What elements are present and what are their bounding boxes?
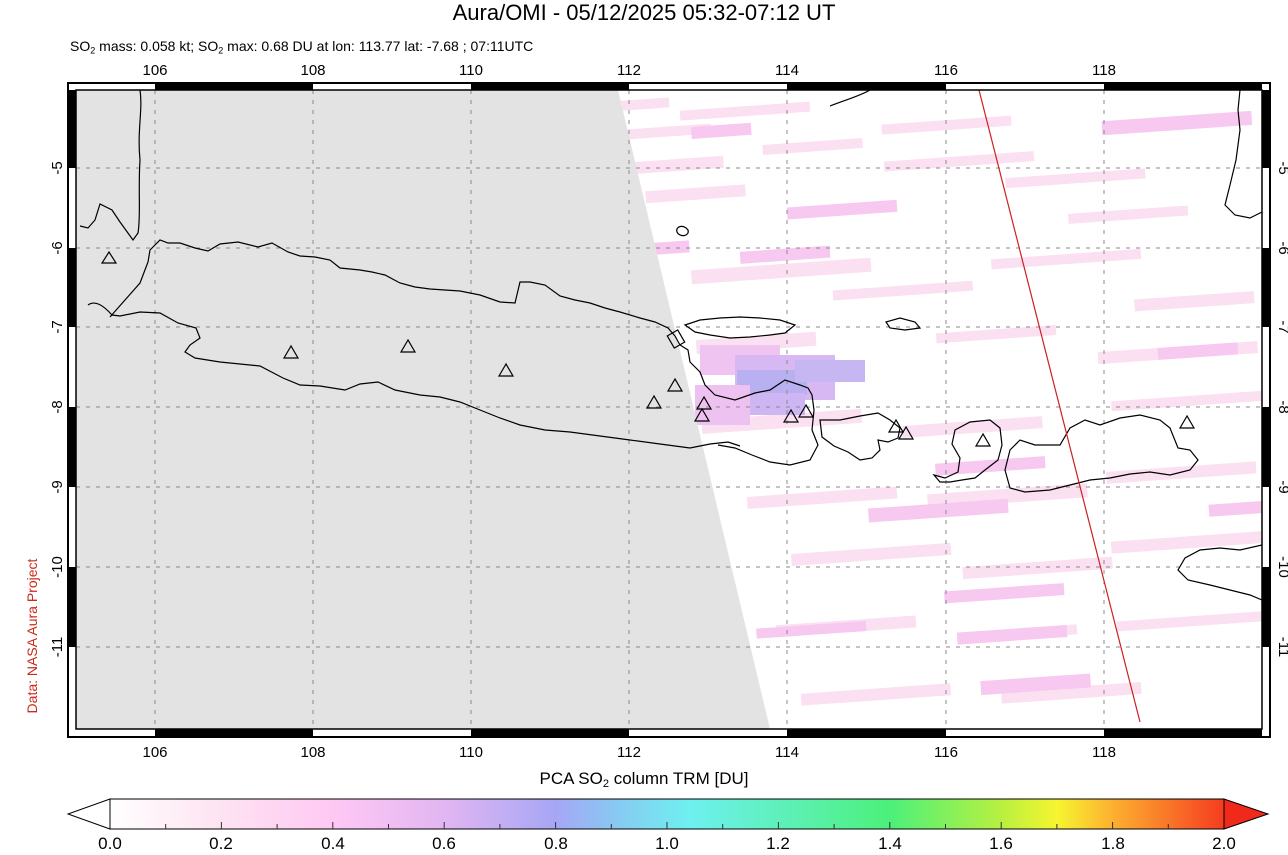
colorbar-label: 1.0 xyxy=(655,834,679,853)
colorbar-label: 0.6 xyxy=(432,834,456,853)
colorbar-label: 0.4 xyxy=(321,834,345,853)
lat-label-right: -5 xyxy=(1275,161,1288,175)
lon-label-top: 118 xyxy=(1092,62,1116,79)
lat-label-left: -8 xyxy=(49,400,66,414)
volcano-icon xyxy=(782,408,800,423)
volcano-icon xyxy=(974,432,992,447)
lon-label-top: 108 xyxy=(300,62,326,79)
lat-label-left: -6 xyxy=(49,241,66,255)
lat-label-left: -7 xyxy=(49,320,66,334)
colorbar-label: 2.0 xyxy=(1212,834,1236,853)
coast-surabaya-islet xyxy=(666,329,686,349)
lon-label-bottom: 108 xyxy=(300,744,326,761)
colorbar-min-arrow xyxy=(66,798,111,830)
lat-label-right: -11 xyxy=(1275,636,1288,658)
lon-label-top: 112 xyxy=(617,62,641,79)
coast-madura xyxy=(683,316,797,339)
coastlines xyxy=(79,90,1262,601)
lon-label-bottom: 116 xyxy=(934,744,958,761)
colorbar-gradient xyxy=(109,798,1225,830)
volcano-icon xyxy=(887,418,905,433)
lon-label-bottom: 106 xyxy=(142,744,168,761)
colorbar-label: 0.2 xyxy=(209,834,233,853)
volcano-markers xyxy=(100,250,1196,447)
volcano-icon xyxy=(100,250,118,264)
coast-kalimantan xyxy=(829,90,871,107)
lat-label-left: -11 xyxy=(49,636,66,658)
colorbar-max-arrow xyxy=(1223,798,1270,830)
lon-label-top: 114 xyxy=(775,62,799,79)
colorbar-label: 1.4 xyxy=(878,834,902,853)
so2-summary: SO2 mass: 0.058 kt; SO2 max: 0.68 DU at … xyxy=(70,38,534,56)
so2-map xyxy=(67,82,1271,738)
volcano-icon xyxy=(497,362,515,377)
colorbar-title: PCA SO2 column TRM [DU] xyxy=(539,769,749,790)
lat-label-left: -10 xyxy=(49,556,66,578)
coast-bawean xyxy=(676,225,689,237)
lon-label-top: 116 xyxy=(934,62,958,79)
volcano-icon xyxy=(897,425,915,440)
colorbar-label: 0.0 xyxy=(98,834,122,853)
volcano-icon xyxy=(693,407,711,422)
volcano-icon xyxy=(1178,414,1196,429)
so2-hotspot xyxy=(695,345,865,425)
lat-label-right: -6 xyxy=(1275,241,1288,255)
coast-sumba xyxy=(1177,544,1262,601)
lat-label-left: -9 xyxy=(49,480,66,494)
lon-label-bottom: 110 xyxy=(459,744,483,761)
volcano-icon xyxy=(399,338,417,353)
lon-label-bottom: 114 xyxy=(775,744,799,761)
coast-sulawesi xyxy=(1224,90,1262,219)
colorbar-ticks xyxy=(165,822,1169,829)
colorbar xyxy=(66,798,1270,830)
map-title: Aura/OMI - 05/12/2025 05:32-07:12 UT xyxy=(452,0,836,25)
lon-label-top: 110 xyxy=(459,62,483,79)
coast-java-south xyxy=(87,302,741,449)
lat-label-right: -8 xyxy=(1275,400,1288,414)
coast-sumatra xyxy=(79,90,142,242)
no-data-region xyxy=(76,90,770,729)
lon-label-top: 106 xyxy=(142,62,168,79)
map-frame xyxy=(67,82,1271,738)
volcano-icon xyxy=(282,344,300,359)
volcano-icon xyxy=(797,403,815,418)
data-credit: Data: NASA Aura Project xyxy=(24,558,40,714)
volcano-icon xyxy=(645,394,663,409)
coast-java-north xyxy=(109,239,676,337)
lat-label-right: -9 xyxy=(1275,480,1288,494)
coast-sumbawa xyxy=(1004,414,1199,493)
coast-kangean xyxy=(885,317,922,331)
lat-label-left: -5 xyxy=(49,161,66,175)
coast-lombok xyxy=(932,419,1003,483)
orbit-track-line xyxy=(978,89,1141,723)
lon-label-bottom: 118 xyxy=(1092,744,1116,761)
colorbar-label: 1.8 xyxy=(1101,834,1125,853)
coast-bali xyxy=(819,412,901,461)
lat-label-right: -10 xyxy=(1275,556,1288,578)
graticule xyxy=(76,90,1262,729)
volcano-icon xyxy=(695,395,713,410)
coast-east-java xyxy=(674,335,819,466)
lat-label-right: -7 xyxy=(1275,320,1288,334)
colorbar-label: 0.8 xyxy=(544,834,568,853)
lon-label-bottom: 112 xyxy=(617,744,641,761)
colorbar-label: 1.6 xyxy=(989,834,1013,853)
so2-swath-pixels xyxy=(603,97,1262,706)
colorbar-label: 1.2 xyxy=(766,834,790,853)
volcano-icon xyxy=(666,377,684,392)
